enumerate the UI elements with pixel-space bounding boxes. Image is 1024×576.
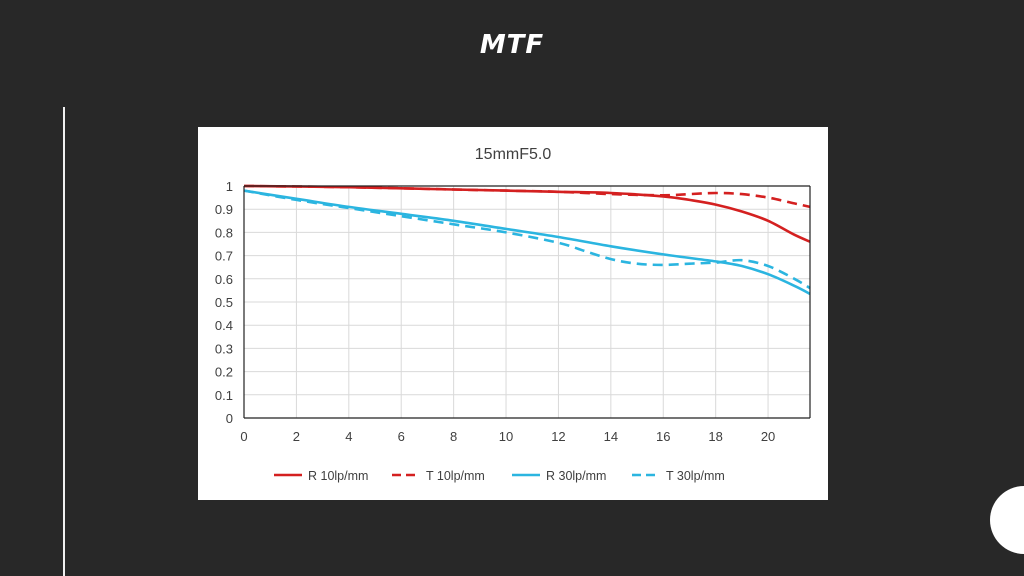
slide-title: MTF — [479, 30, 545, 60]
legend-label: R 30lp/mm — [546, 469, 606, 483]
legend-label: R 10lp/mm — [308, 469, 368, 483]
y-tick-label: 0.2 — [215, 365, 233, 380]
x-tick-label: 10 — [499, 429, 513, 444]
x-tick-label: 0 — [240, 429, 247, 444]
x-tick-label: 8 — [450, 429, 457, 444]
y-tick-label: 0.7 — [215, 249, 233, 264]
legend-item: T 30lp/mm — [632, 469, 725, 483]
y-tick-label: 1 — [226, 179, 233, 194]
legend-label: T 10lp/mm — [426, 469, 485, 483]
tick-label-layer: 00.10.20.30.40.50.60.70.80.910 2 4 6 8 10 12 14… — [215, 179, 775, 444]
y-tick-label: 0.1 — [215, 388, 233, 403]
x-tick-label: 14 — [604, 429, 618, 444]
legend-item: T 10lp/mm — [392, 469, 485, 483]
grid-layer — [243, 185, 810, 419]
circle-button[interactable] — [990, 486, 1024, 554]
y-tick-label: 0.6 — [215, 272, 233, 287]
series-line-r-30lp-mm — [243, 189, 811, 296]
x-tick-label: 12 — [551, 429, 565, 444]
y-tick-label: 0.9 — [215, 202, 233, 217]
x-tick-label: 18 — [708, 429, 722, 444]
series-line-t-30lp-mm — [243, 189, 811, 290]
mtf-chart: 15mmF5.0 00.10.20.30.40.50.60.70.80.910 2… — [215, 146, 811, 483]
x-tick-label: 4 — [345, 429, 352, 444]
axis-layer — [243, 185, 811, 419]
x-tick-label: 16 — [656, 429, 670, 444]
vertical-divider-line — [63, 107, 65, 576]
x-tick-label: 6 — [398, 429, 405, 444]
legend-label: T 30lp/mm — [666, 469, 725, 483]
x-tick-label: 20 — [761, 429, 775, 444]
x-tick-label: 2 — [293, 429, 300, 444]
chart-card: 15mmF5.0 0 0.1 0.2 0.3 0.4 0.5 0.6 0.7 0.8 0.9 1 0 2… — [198, 127, 828, 500]
series-layer — [243, 184, 811, 296]
legend-item: R 10lp/mm — [274, 469, 368, 483]
y-tick-label: 0.3 — [215, 341, 233, 356]
legend: R 10lp/mm T 10lp/mm R 30lp/mm T 30lp/mm — [274, 469, 725, 483]
y-tick-label: 0.8 — [215, 225, 233, 240]
chart-title: 15mmF5.0 — [475, 146, 552, 163]
y-tick-label: 0.5 — [215, 295, 233, 310]
series-line-t-10lp-mm — [243, 184, 811, 209]
legend-item: R 30lp/mm — [512, 469, 606, 483]
y-tick-label: 0 — [226, 411, 233, 426]
y-tick-label: 0.4 — [215, 318, 233, 333]
